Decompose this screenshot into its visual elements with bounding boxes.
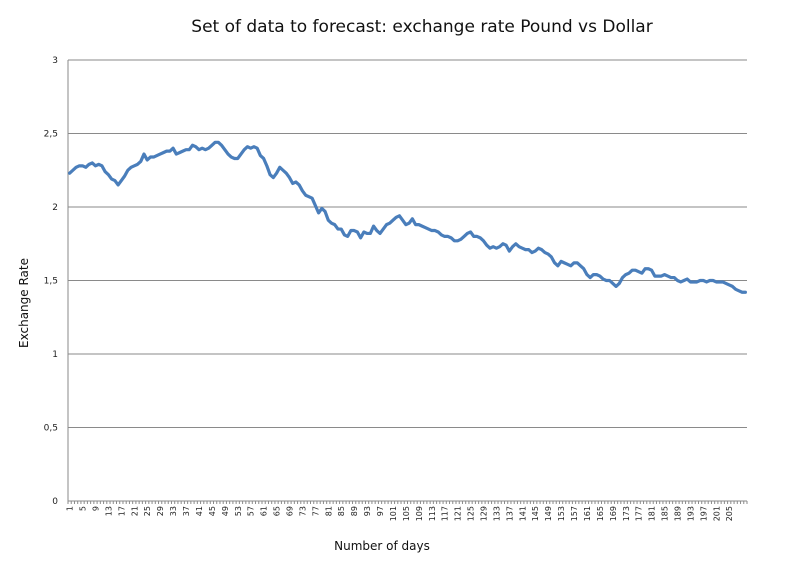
- x-tick-label: 33: [169, 506, 178, 516]
- x-tick-label: 97: [376, 506, 385, 516]
- x-tick-label: 89: [350, 506, 359, 516]
- x-tick-label: 81: [324, 506, 333, 516]
- x-tick-label: 49: [221, 506, 230, 516]
- x-tick-label: 173: [622, 506, 631, 521]
- x-tick-label: 137: [505, 506, 514, 521]
- x-tick-label: 17: [117, 506, 126, 516]
- x-tick-label: 25: [143, 506, 152, 516]
- x-tick-label: 85: [337, 506, 346, 516]
- x-tick-label: 9: [92, 506, 101, 511]
- x-tick-label: 53: [234, 506, 243, 516]
- series-layer: [68, 140, 747, 294]
- gridlines: [68, 59, 747, 428]
- y-tick-label: 0: [52, 497, 58, 507]
- y-tick-label: 1: [52, 350, 58, 360]
- x-tick-label: 113: [428, 506, 437, 521]
- x-tick-label: 69: [286, 506, 295, 516]
- x-tick-label: 73: [298, 506, 307, 516]
- x-tick-label: 13: [104, 506, 113, 516]
- x-tick-label: 201: [712, 506, 721, 521]
- x-axis-title: Number of days: [334, 539, 430, 553]
- x-tick-label: 197: [699, 506, 708, 521]
- x-tick-label: 105: [402, 506, 411, 521]
- y-axis-ticks: 0 0,5 1 1,5 2 2,5 3: [44, 56, 59, 507]
- x-tick-label: 157: [570, 506, 579, 521]
- y-tick-label: 3: [52, 56, 58, 66]
- y-tick-label: 2,5: [44, 130, 58, 140]
- x-tick-label: 45: [208, 506, 217, 516]
- x-tick-label: 41: [195, 506, 204, 516]
- y-axis-title: Exchange Rate: [17, 258, 31, 348]
- x-tick-label: 57: [247, 506, 256, 516]
- x-tick-label: 61: [260, 506, 269, 516]
- x-tick-label: 109: [415, 506, 424, 521]
- x-tick-label: 141: [518, 506, 527, 521]
- x-tick-label: 205: [725, 506, 734, 521]
- x-tick-label: 161: [583, 506, 592, 521]
- x-tick-label: 21: [130, 506, 139, 516]
- x-tick-label: 133: [492, 506, 501, 521]
- x-tick-label: 189: [674, 506, 683, 521]
- x-tick-label: 77: [311, 506, 320, 516]
- x-tick-label: 153: [557, 506, 566, 521]
- x-tick-label: 121: [454, 506, 463, 521]
- x-tick-label: 177: [635, 506, 644, 521]
- x-tick-label: 93: [363, 506, 372, 516]
- x-tick-label: 65: [273, 506, 282, 516]
- x-tick-label: 101: [389, 506, 398, 521]
- x-tick-label: 149: [544, 506, 553, 521]
- x-tick-label: 145: [531, 506, 540, 521]
- x-tick-label: 37: [182, 506, 191, 516]
- y-tick-label: 1,5: [44, 277, 58, 287]
- x-tick-label: 165: [596, 506, 605, 521]
- x-tick-label: 169: [609, 506, 618, 521]
- x-tick-label: 5: [79, 506, 88, 511]
- x-tick-label: 185: [661, 506, 670, 521]
- x-tick-label: 129: [480, 506, 489, 521]
- x-tick-label: 193: [686, 506, 695, 521]
- y-tick-label: 0,5: [44, 424, 58, 434]
- y-tick-label: 2: [52, 203, 58, 213]
- axes: [67, 60, 748, 504]
- x-tick-label: 117: [441, 506, 450, 521]
- x-tick-label: 125: [467, 506, 476, 521]
- x-tick-label: 29: [156, 506, 165, 516]
- series-line: [68, 140, 747, 294]
- x-tick-label: 181: [648, 506, 657, 521]
- chart-title: Set of data to forecast: exchange rate P…: [191, 17, 652, 37]
- x-axis-ticks: 1 5 9 13 17 21 25 29 33 37 41 45 49 53 57 61 65 69 73 77 81 8…: [66, 506, 735, 521]
- x-tick-label: 1: [66, 506, 75, 511]
